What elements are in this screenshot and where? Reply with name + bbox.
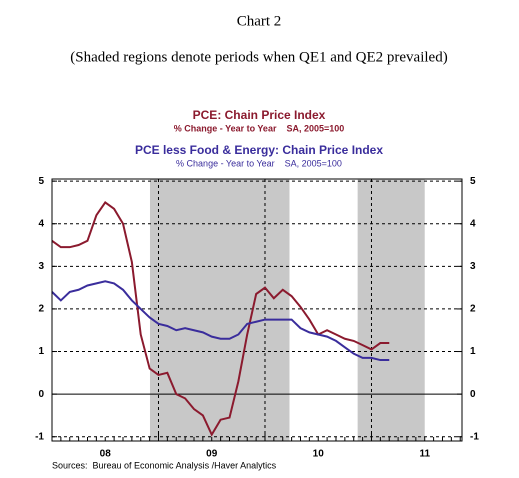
plot-frame xyxy=(51,178,463,442)
y2-tick-label: 0 xyxy=(470,389,476,400)
y2-tick-label: 5 xyxy=(470,176,476,187)
chart-subtitle: (Shaded regions denote periods when QE1 … xyxy=(70,49,447,65)
y2-tick-label: 4 xyxy=(470,218,476,229)
x-tick-label: 10 xyxy=(313,449,325,460)
y-tick-label: 0 xyxy=(38,389,44,400)
y-tick-label: 4 xyxy=(38,218,44,229)
y2-tick-label: 3 xyxy=(470,261,476,272)
series-note: % Change - Year to Year SA, 2005=100 xyxy=(176,158,342,168)
chart-title: Chart 2 xyxy=(237,13,282,29)
x-tick-label: 09 xyxy=(206,449,218,460)
series-line xyxy=(51,201,390,437)
y-tick-label: -1 xyxy=(35,431,44,442)
series-title: PCE: Chain Price Index xyxy=(193,108,326,122)
y-tick-label: 2 xyxy=(38,304,44,315)
y2-tick-label: -1 xyxy=(470,431,479,442)
source: Sources: Bureau of Economic Analysis /Ha… xyxy=(52,460,277,470)
shaded-region xyxy=(149,179,290,441)
y-tick-label: 3 xyxy=(38,261,44,272)
series-title: PCE less Food & Energy: Chain Price Inde… xyxy=(135,143,383,157)
y2-tick-label: 2 xyxy=(470,304,476,315)
series-line xyxy=(51,280,390,362)
y-tick-label: 5 xyxy=(38,176,44,187)
x-tick-label: 11 xyxy=(419,449,430,460)
y2-tick-label: 1 xyxy=(470,346,476,357)
y-tick-label: 1 xyxy=(38,346,44,357)
x-tick-label: 08 xyxy=(100,449,112,460)
shaded-region xyxy=(357,179,425,441)
series-note: % Change - Year to Year SA, 2005=100 xyxy=(174,123,345,133)
